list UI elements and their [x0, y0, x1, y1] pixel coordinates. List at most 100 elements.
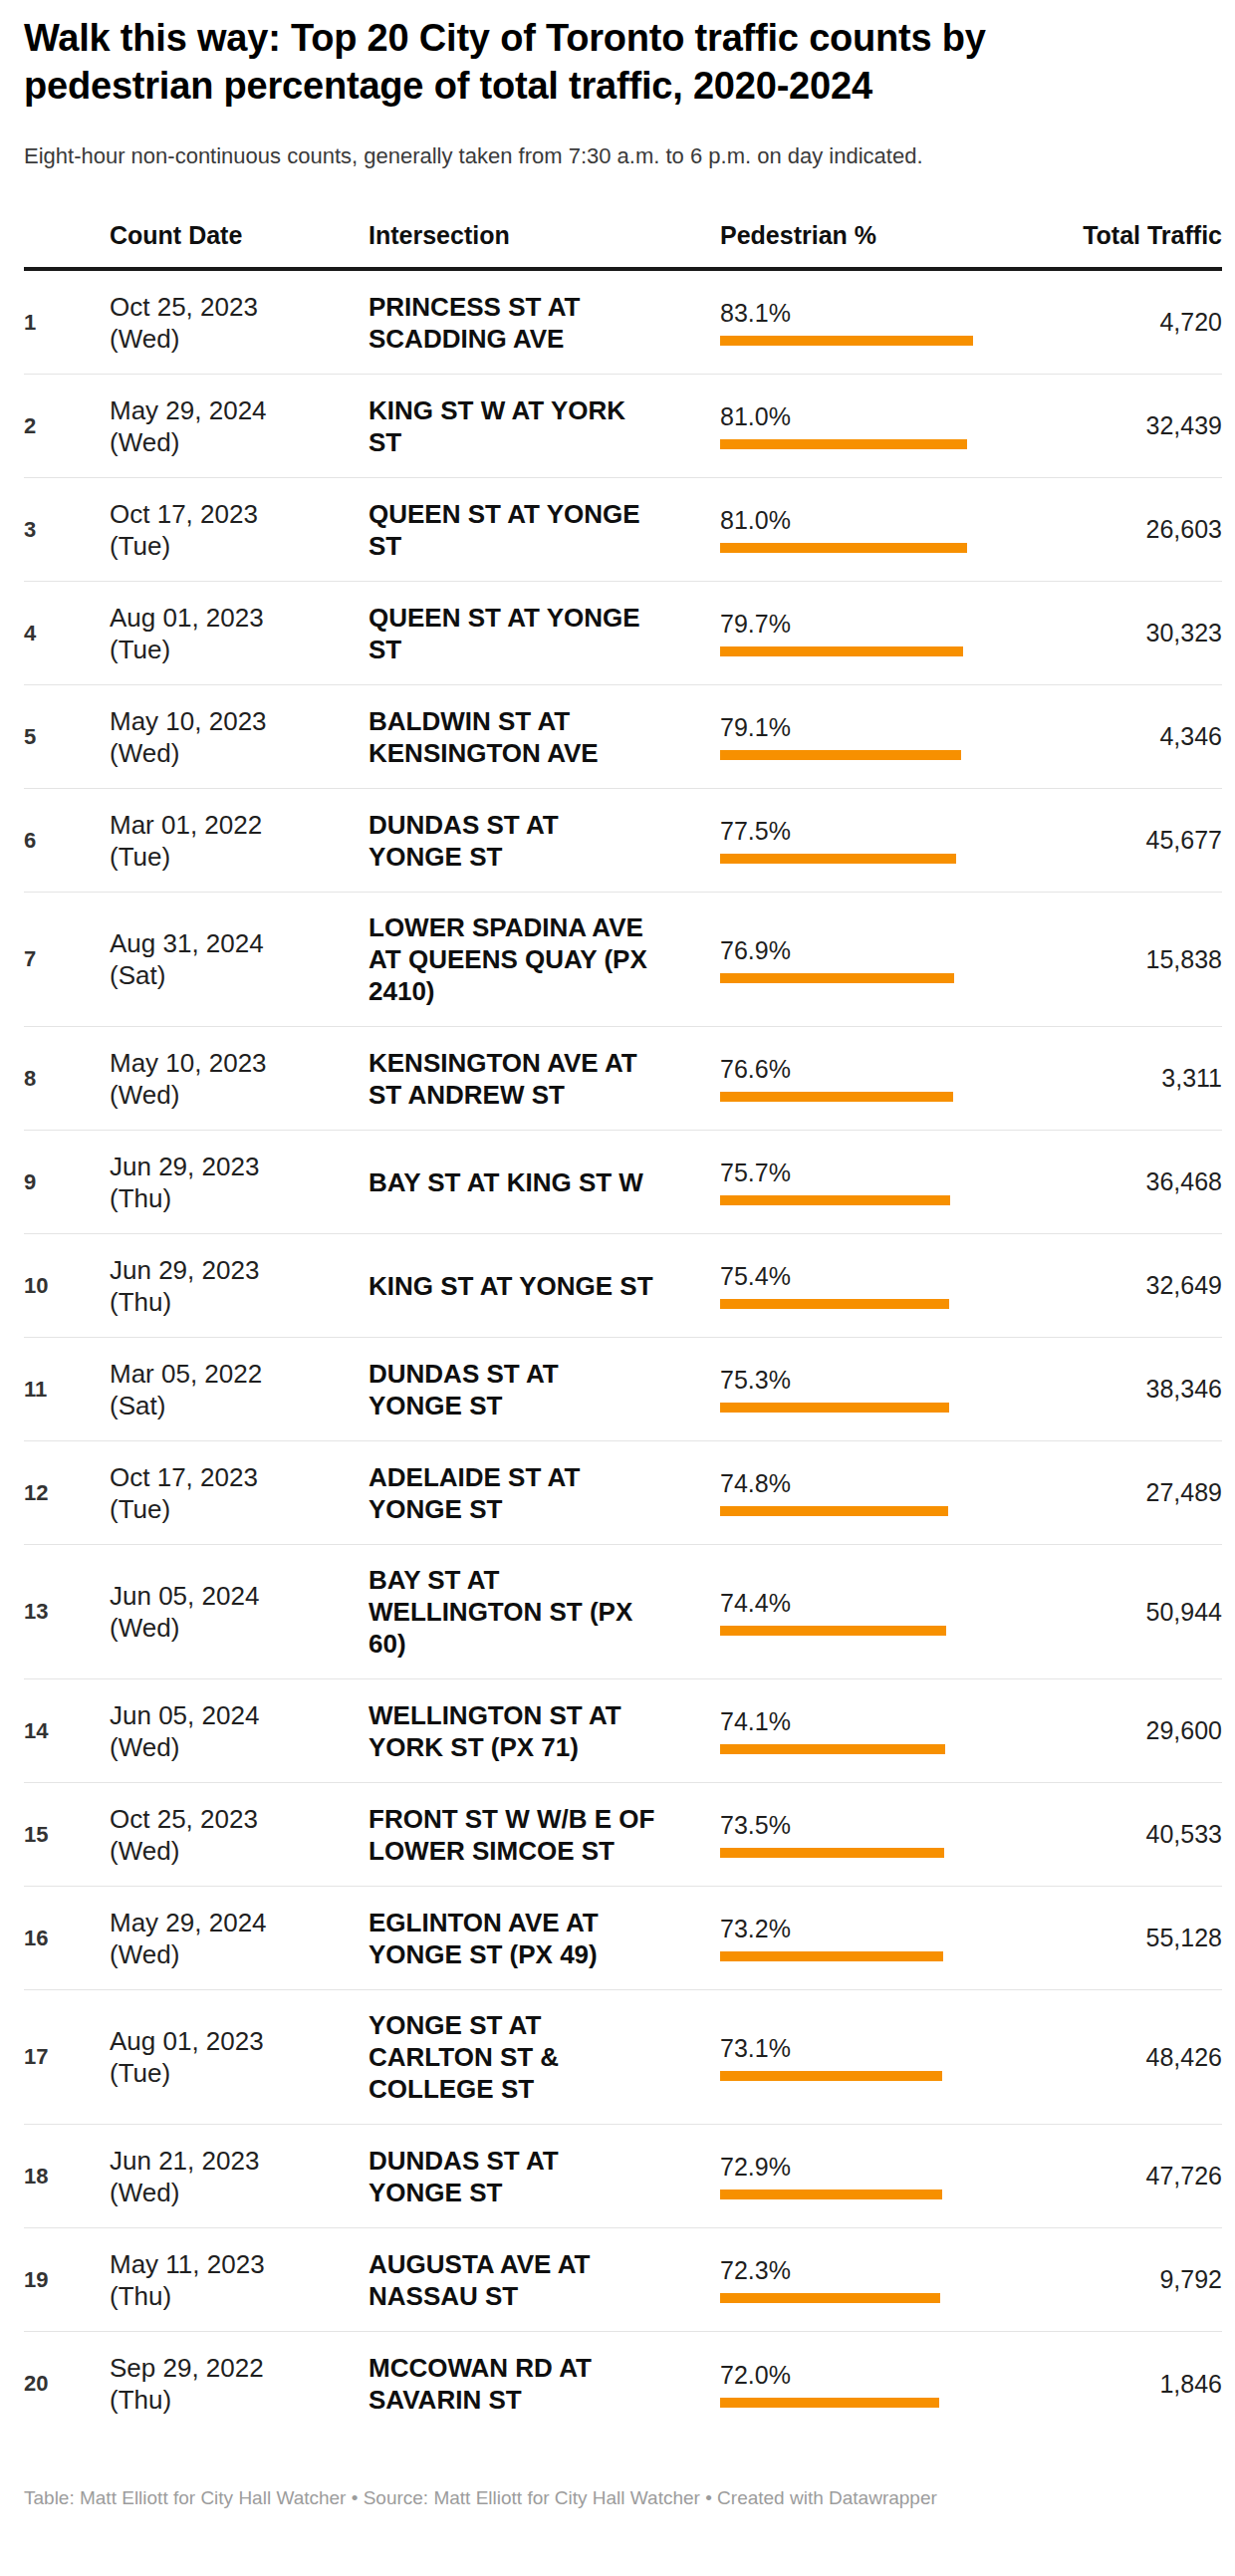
row-rank: 2 — [24, 413, 110, 439]
pedestrian-bar — [720, 750, 961, 760]
pedestrian-bar — [720, 2398, 939, 2408]
table-row: 5 May 10, 2023 (Wed) BALDWIN ST AT KENSI… — [24, 685, 1222, 789]
row-intersection: DUNDAS ST AT YONGE ST — [369, 809, 720, 873]
pedestrian-bar-track — [720, 1092, 973, 1102]
row-intersection: AUGUSTA AVE AT NASSAU ST — [369, 2248, 720, 2312]
pedestrian-pct-label: 75.4% — [720, 1262, 999, 1291]
row-weekday: (Wed) — [110, 1612, 369, 1644]
row-total-traffic: 9,792 — [999, 2265, 1222, 2294]
table-row: 14 Jun 05, 2024 (Wed) WELLINGTON ST AT Y… — [24, 1679, 1222, 1783]
row-total-traffic: 45,677 — [999, 826, 1222, 855]
row-date: Aug 01, 2023 — [110, 2025, 369, 2057]
pedestrian-bar — [720, 336, 973, 346]
row-rank: 8 — [24, 1066, 110, 1092]
row-intersection: EGLINTON AVE AT YONGE ST (PX 49) — [369, 1907, 720, 1970]
pedestrian-pct-label: 73.5% — [720, 1811, 999, 1840]
row-total-traffic: 1,846 — [999, 2370, 1222, 2399]
row-total-traffic: 40,533 — [999, 1820, 1222, 1849]
row-total-traffic: 55,128 — [999, 1924, 1222, 1952]
pedestrian-bar-track — [720, 2398, 973, 2408]
row-total-traffic: 47,726 — [999, 2162, 1222, 2190]
page-title: Walk this way: Top 20 City of Toronto tr… — [24, 14, 1139, 110]
row-rank: 12 — [24, 1480, 110, 1506]
row-pedestrian-cell: 72.0% — [720, 2361, 999, 2408]
row-date: Jun 05, 2024 — [110, 1580, 369, 1612]
row-rank: 10 — [24, 1273, 110, 1299]
row-total-traffic: 26,603 — [999, 515, 1222, 544]
row-total-traffic: 48,426 — [999, 2043, 1222, 2072]
row-pedestrian-cell: 72.9% — [720, 2153, 999, 2199]
pedestrian-pct-label: 73.2% — [720, 1915, 999, 1943]
row-date-cell: Jun 05, 2024 (Wed) — [110, 1580, 369, 1644]
pedestrian-pct-label: 81.0% — [720, 402, 999, 431]
pedestrian-bar — [720, 1195, 950, 1205]
row-date-cell: Oct 17, 2023 (Tue) — [110, 1461, 369, 1525]
page-subtitle: Eight-hour non-continuous counts, genera… — [24, 141, 1179, 171]
column-header-intersection: Intersection — [369, 221, 720, 250]
row-pedestrian-cell: 76.6% — [720, 1055, 999, 1102]
pedestrian-bar-track — [720, 1951, 973, 1961]
row-date-cell: May 10, 2023 (Wed) — [110, 705, 369, 769]
row-intersection: BAY ST AT KING ST W — [369, 1166, 720, 1198]
row-total-traffic: 29,600 — [999, 1716, 1222, 1745]
row-intersection: QUEEN ST AT YONGE ST — [369, 498, 720, 562]
pedestrian-pct-label: 74.1% — [720, 1707, 999, 1736]
row-weekday: (Wed) — [110, 323, 369, 355]
row-date: Jun 05, 2024 — [110, 1699, 369, 1731]
footer-credit: Table: Matt Elliott for City Hall Watche… — [24, 2485, 1222, 2511]
row-rank: 4 — [24, 621, 110, 646]
row-date: Oct 25, 2023 — [110, 291, 369, 323]
table-row: 10 Jun 29, 2023 (Thu) KING ST AT YONGE S… — [24, 1234, 1222, 1338]
table-row: 4 Aug 01, 2023 (Tue) QUEEN ST AT YONGE S… — [24, 582, 1222, 685]
row-date: Mar 01, 2022 — [110, 809, 369, 841]
row-weekday: (Wed) — [110, 426, 369, 458]
row-total-traffic: 30,323 — [999, 619, 1222, 647]
table-row: 6 Mar 01, 2022 (Tue) DUNDAS ST AT YONGE … — [24, 789, 1222, 893]
row-weekday: (Tue) — [110, 841, 369, 873]
pedestrian-pct-label: 73.1% — [720, 2034, 999, 2063]
pedestrian-pct-label: 81.0% — [720, 506, 999, 535]
row-weekday: (Wed) — [110, 2177, 369, 2208]
column-header-pedestrian-pct: Pedestrian % — [720, 221, 999, 250]
row-pedestrian-cell: 72.3% — [720, 2256, 999, 2303]
row-pedestrian-cell: 76.9% — [720, 936, 999, 983]
pedestrian-pct-label: 72.0% — [720, 2361, 999, 2390]
row-rank: 5 — [24, 724, 110, 750]
pedestrian-bar — [720, 854, 956, 864]
row-date-cell: Jun 21, 2023 (Wed) — [110, 2145, 369, 2208]
row-intersection: BAY ST AT WELLINGTON ST (PX 60) — [369, 1564, 720, 1660]
pedestrian-pct-label: 72.9% — [720, 2153, 999, 2182]
pedestrian-bar — [720, 2293, 940, 2303]
pedestrian-bar — [720, 1403, 949, 1413]
row-weekday: (Tue) — [110, 1493, 369, 1525]
row-weekday: (Tue) — [110, 634, 369, 665]
pedestrian-bar-track — [720, 1848, 973, 1858]
row-date-cell: Jun 29, 2023 (Thu) — [110, 1254, 369, 1318]
row-date-cell: May 29, 2024 (Wed) — [110, 394, 369, 458]
pedestrian-bar-track — [720, 1299, 973, 1309]
column-header-count-date: Count Date — [110, 221, 369, 250]
pedestrian-pct-label: 72.3% — [720, 2256, 999, 2285]
table-row: 15 Oct 25, 2023 (Wed) FRONT ST W W/B E O… — [24, 1783, 1222, 1887]
row-intersection: DUNDAS ST AT YONGE ST — [369, 1358, 720, 1421]
row-rank: 17 — [24, 2044, 110, 2070]
row-intersection: QUEEN ST AT YONGE ST — [369, 602, 720, 665]
pedestrian-bar-track — [720, 1626, 973, 1636]
pedestrian-bar-track — [720, 439, 973, 449]
pedestrian-pct-label: 74.8% — [720, 1469, 999, 1498]
pedestrian-pct-label: 76.9% — [720, 936, 999, 965]
row-date: May 29, 2024 — [110, 1907, 369, 1938]
row-total-traffic: 32,439 — [999, 411, 1222, 440]
row-pedestrian-cell: 74.1% — [720, 1707, 999, 1754]
table-row: 3 Oct 17, 2023 (Tue) QUEEN ST AT YONGE S… — [24, 478, 1222, 582]
row-pedestrian-cell: 73.1% — [720, 2034, 999, 2081]
row-pedestrian-cell: 79.1% — [720, 713, 999, 760]
row-intersection: ADELAIDE ST AT YONGE ST — [369, 1461, 720, 1525]
pedestrian-bar-track — [720, 1195, 973, 1205]
pedestrian-bar — [720, 646, 963, 656]
pedestrian-bar — [720, 543, 967, 553]
row-weekday: (Wed) — [110, 1731, 369, 1763]
pedestrian-bar-track — [720, 2293, 973, 2303]
row-date: May 11, 2023 — [110, 2248, 369, 2280]
pedestrian-bar — [720, 1506, 948, 1516]
